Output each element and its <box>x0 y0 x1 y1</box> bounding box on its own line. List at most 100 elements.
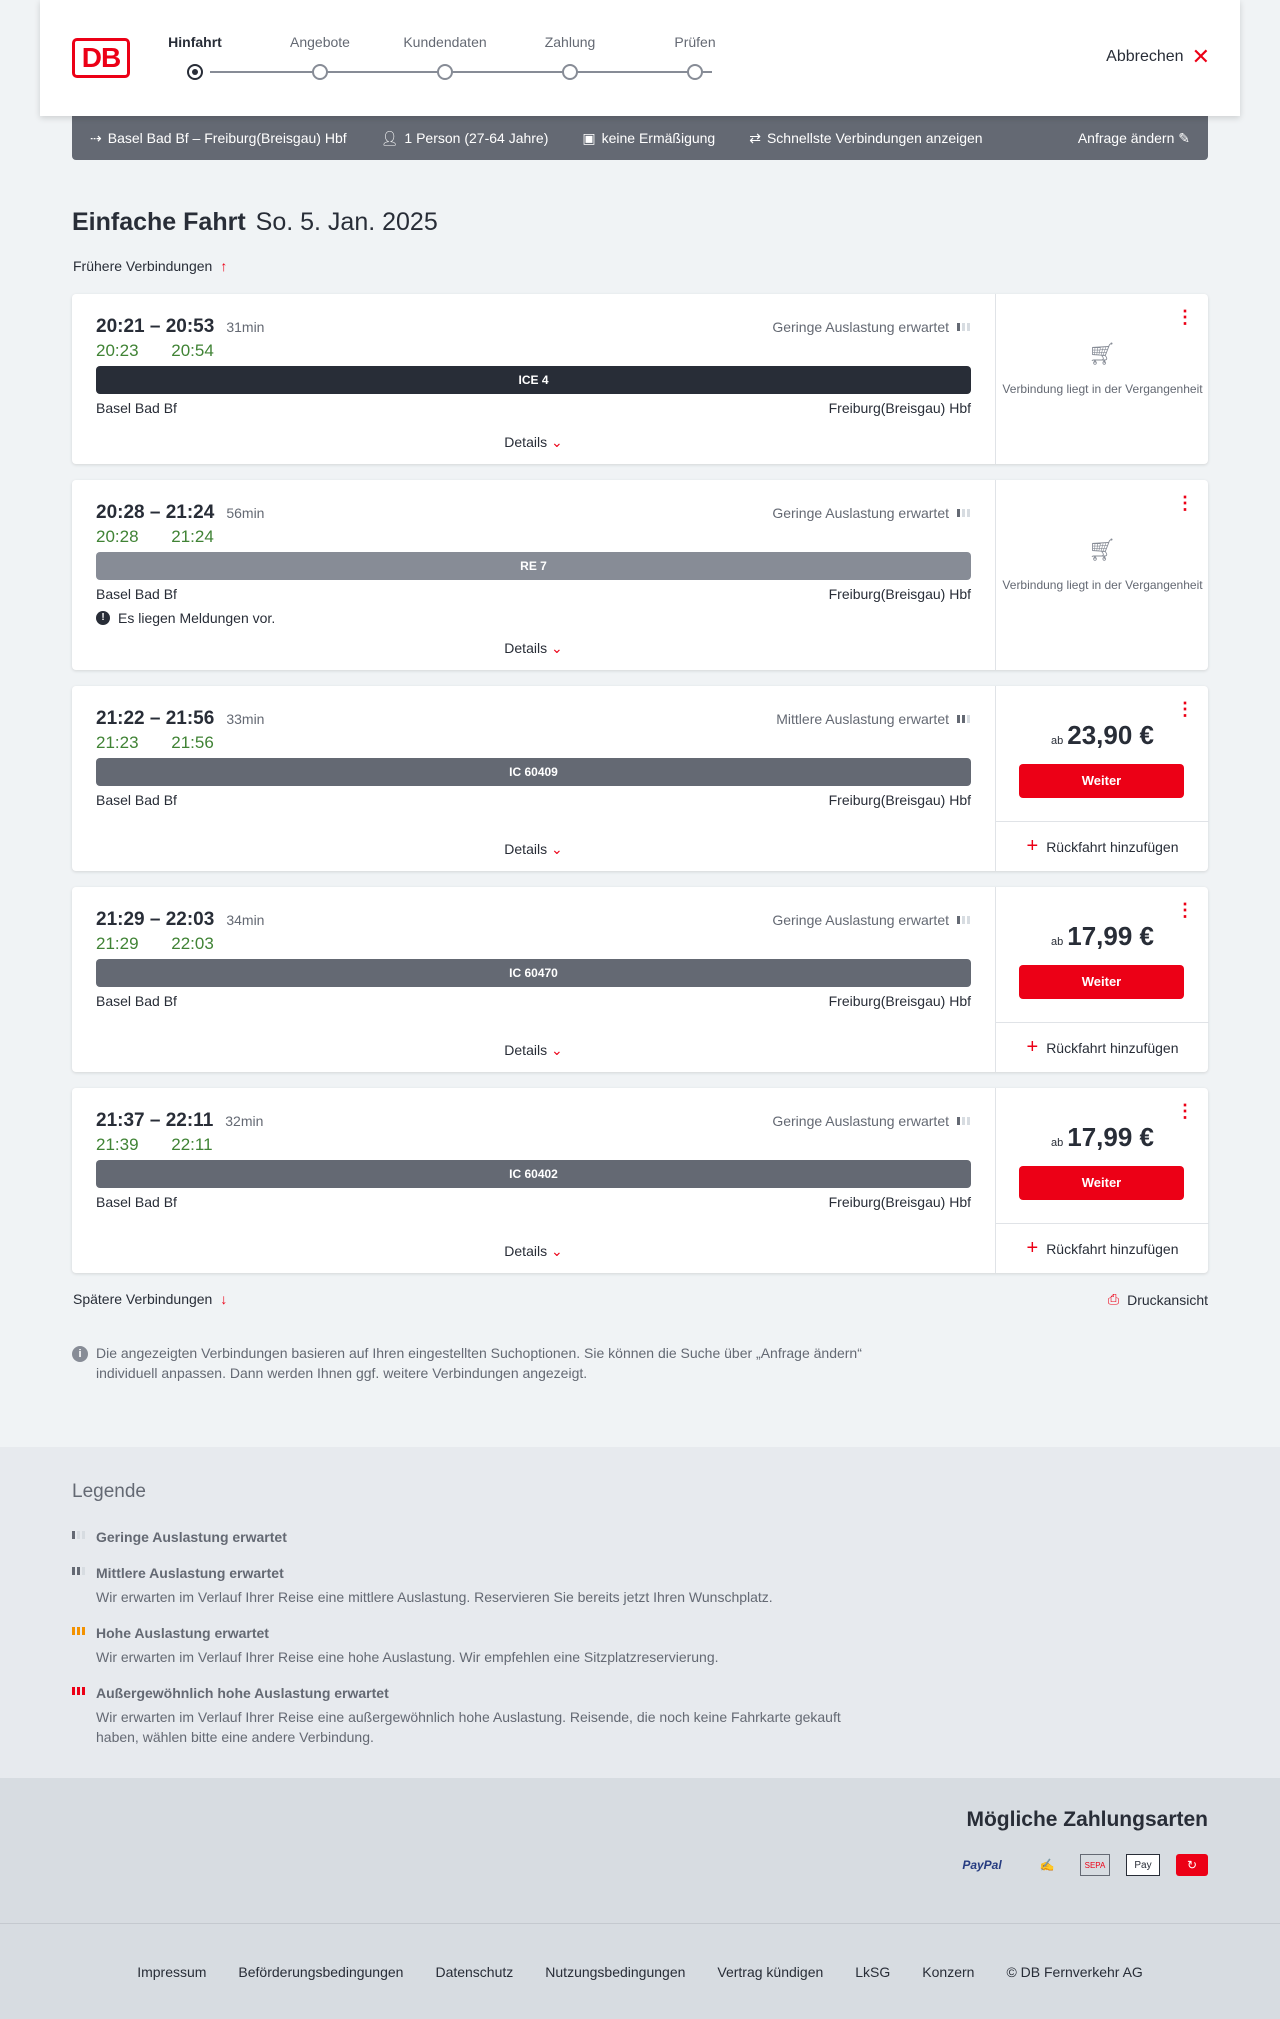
occupancy-bar <box>77 1567 80 1575</box>
more-options-icon[interactable]: ⋮ <box>1176 699 1194 719</box>
footer-link[interactable]: Impressum <box>137 1963 207 1980</box>
realtime-times: 21:23 21:56 <box>96 733 214 752</box>
page-title: Einfache Fahrt So. 5. Jan. 2025 <box>72 208 438 237</box>
add-return-button[interactable]: + Rückfahrt hinzufügen <box>996 1223 1209 1273</box>
print-view-link[interactable]: ⎙ Druckansicht <box>1108 1291 1208 1308</box>
destination-station: Freiburg(Breisgau) Hbf <box>828 1194 971 1210</box>
occupancy-info: Geringe Auslastung erwartet <box>772 505 970 521</box>
occupancy-bar <box>957 509 960 517</box>
realtime-times: 21:39 22:11 <box>96 1135 213 1154</box>
legend-item: Mittlere Auslastung erwartet Wir erwarten… <box>72 1563 852 1607</box>
occupancy-bar <box>962 916 965 924</box>
occupancy-bar <box>82 1627 85 1635</box>
details-toggle[interactable]: Details ⌄ <box>72 434 995 451</box>
option-summary: ⇄ Schnellste Verbindungen anzeigen <box>749 130 982 147</box>
occupancy-bar <box>962 715 965 723</box>
continue-button[interactable]: Weiter <box>1019 1166 1184 1200</box>
past-connection-text: Verbindung liegt in der Vergangenheit <box>1002 578 1203 592</box>
step-zahlung[interactable]: Zahlung <box>544 34 596 50</box>
earlier-connections-link[interactable]: Frühere Verbindungen ↑ <box>73 258 227 274</box>
step-dot <box>687 64 703 80</box>
edit-request-button[interactable]: Anfrage ändern ✎ <box>1078 130 1190 147</box>
occupancy-bar <box>77 1627 80 1635</box>
occupancy-bar <box>967 509 970 517</box>
arrow-up-icon: ↑ <box>220 258 228 274</box>
duration: 34min <box>226 912 265 928</box>
step-dot <box>187 64 203 80</box>
more-options-icon[interactable]: ⋮ <box>1176 900 1194 920</box>
connection-card: 21:29 – 22:03 34min 21:29 22:03 Geringe Aus… <box>72 887 1209 1072</box>
connection-info: 21:37 – 22:11 32min 21:39 22:11 Geringe Aus… <box>72 1088 995 1273</box>
footer-link[interactable]: Datenschutz <box>435 1963 514 1980</box>
train-bar[interactable]: ICE 4 <box>96 366 971 394</box>
payment-sepa-icon: SEPA <box>1080 1854 1110 1876</box>
footer-link[interactable]: LkSG <box>855 1963 891 1980</box>
step-dot <box>562 64 578 80</box>
footer-link[interactable]: Vertrag kündigen <box>717 1963 824 1980</box>
train-bar[interactable]: RE 7 <box>96 552 971 580</box>
more-options-icon[interactable]: ⋮ <box>1176 493 1194 513</box>
footer-link[interactable]: Nutzungsbedingungen <box>545 1963 686 1980</box>
later-connections-link[interactable]: Spätere Verbindungen ↓ <box>73 1291 227 1307</box>
cancel-button[interactable]: Abbrechen ✕ <box>1106 44 1210 69</box>
legend-title: Legende <box>72 1481 146 1502</box>
connection-times: 21:37 – 22:11 32min <box>96 1110 263 1132</box>
train-bar[interactable]: IC 60470 <box>96 959 971 987</box>
origin-station: Basel Bad Bf <box>96 586 177 602</box>
destination-station: Freiburg(Breisgau) Hbf <box>828 993 971 1009</box>
pencil-icon: ✎ <box>1178 129 1190 146</box>
occupancy-bar <box>962 323 965 331</box>
offer-panel: ⋮ 🛒︎ Verbindung liegt in der Vergangenheit <box>995 294 1208 464</box>
close-icon: ✕ <box>1191 44 1210 69</box>
legend-item-title: Geringe Auslastung erwartet <box>96 1529 287 1545</box>
details-toggle[interactable]: Details ⌄ <box>72 1243 995 1260</box>
occupancy-bar <box>957 323 960 331</box>
connection-times: 20:21 – 20:53 31min <box>96 316 264 338</box>
discount-text: keine Ermäßigung <box>601 129 716 146</box>
train-bar[interactable]: IC 60409 <box>96 758 971 786</box>
connection-card: 21:37 – 22:11 32min 21:39 22:11 Geringe Aus… <box>72 1088 1209 1273</box>
occupancy-icon <box>957 916 970 924</box>
trip-type: Einfache Fahrt <box>72 208 246 236</box>
step-angebote[interactable]: Angebote <box>290 34 350 50</box>
legend-item-text: Wir erwarten im Verlauf Ihrer Reise eine… <box>96 1709 841 1745</box>
details-toggle[interactable]: Details ⌄ <box>72 841 995 858</box>
step-prüfen[interactable]: Prüfen <box>674 34 716 50</box>
occupancy-bar <box>82 1567 85 1575</box>
destination-station: Freiburg(Breisgau) Hbf <box>828 586 971 602</box>
footer-link[interactable]: Konzern <box>922 1963 975 1980</box>
plus-icon: + <box>1026 835 1039 857</box>
more-options-icon[interactable]: ⋮ <box>1176 1101 1194 1121</box>
details-toggle[interactable]: Details ⌄ <box>72 1042 995 1059</box>
footer: Impressum Beförderungsbedingungen Datensch… <box>0 1923 1280 2019</box>
duration: 32min <box>225 1113 264 1129</box>
continue-button[interactable]: Weiter <box>1019 965 1184 999</box>
occupancy-bar <box>967 1117 970 1125</box>
continue-button[interactable]: Weiter <box>1019 764 1184 798</box>
payment-kreditkarte-icon: ✍ <box>1039 1858 1055 1872</box>
occupancy-bar <box>962 1117 965 1125</box>
train-bar[interactable]: IC 60402 <box>96 1160 971 1188</box>
price-prefix: ab <box>1051 936 1064 948</box>
occupancy-icon <box>72 1687 85 1695</box>
past-connection-text: Verbindung liegt in der Vergangenheit <box>1002 382 1203 396</box>
details-toggle[interactable]: Details ⌄ <box>72 640 995 657</box>
occupancy-bar <box>72 1531 75 1539</box>
destination-station: Freiburg(Breisgau) Hbf <box>828 400 971 416</box>
route-text: Basel Bad Bf – Freiburg(Breisgau) Hbf <box>107 129 347 146</box>
route-summary: ⇢ Basel Bad Bf – Freiburg(Breisgau) Hbf <box>90 130 347 147</box>
connection-times: 21:22 – 21:56 33min <box>96 708 264 730</box>
add-return-button[interactable]: + Rückfahrt hinzufügen <box>996 821 1209 871</box>
offer-panel: ⋮ ab 17,99 € Weiter + Rückfahrt hinzufügen <box>995 1088 1209 1273</box>
arrow-down-icon: ↓ <box>220 1291 228 1307</box>
add-return-button[interactable]: + Rückfahrt hinzufügen <box>996 1022 1209 1072</box>
chevron-down-icon: ⌄ <box>547 1042 563 1058</box>
occupancy-bar <box>957 1117 960 1125</box>
step-kundendaten[interactable]: Kundendaten <box>403 34 487 50</box>
realtime-times: 21:29 22:03 <box>96 934 214 953</box>
footer-link[interactable]: Beförderungsbedingungen <box>238 1963 404 1980</box>
more-options-icon[interactable]: ⋮ <box>1176 307 1194 327</box>
planned-times: 20:28 – 21:24 <box>96 502 215 523</box>
db-logo[interactable]: DB <box>72 38 130 78</box>
occupancy-info: Mittlere Auslastung erwartet <box>776 711 970 727</box>
